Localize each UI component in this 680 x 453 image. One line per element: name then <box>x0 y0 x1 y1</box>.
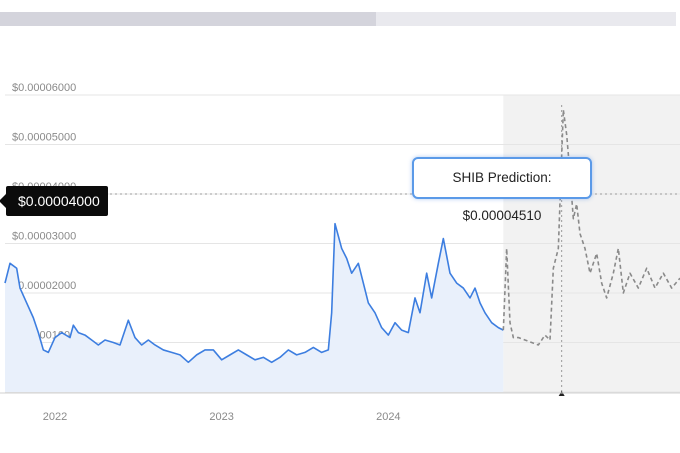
y-tick-label: $0.00006000 <box>12 82 76 94</box>
prediction-label: SHIB Prediction: $0.00004510 <box>412 157 592 223</box>
forecast-price-line <box>502 109 680 346</box>
x-tick-label: 2024 <box>376 411 400 423</box>
top-progress-fill <box>0 12 376 26</box>
current-price-badge: $0.00004000 <box>0 186 108 216</box>
y-tick-label: $0.00003000 <box>12 231 76 243</box>
y-tick-label: $0.00002000 <box>12 280 76 292</box>
x-tick-label: 2022 <box>43 411 67 423</box>
history-area <box>5 223 504 392</box>
top-progress-bar <box>0 12 676 26</box>
historical-price-line <box>4 222 504 364</box>
x-tick-label: 2023 <box>209 411 233 423</box>
y-tick-label: $0.00005000 <box>12 132 76 144</box>
